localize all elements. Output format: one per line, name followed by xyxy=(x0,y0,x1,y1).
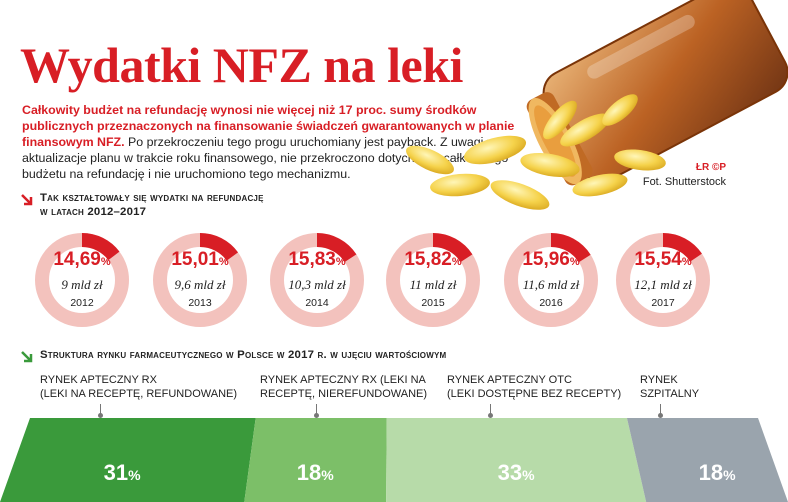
donut-slice xyxy=(316,233,357,263)
donut-percent: 15,01% xyxy=(171,249,229,270)
donut-percent: 15,82% xyxy=(404,249,462,270)
market-label-rx-nonrefunded: RYNEK APTECZNY RX (LEKI NA RECEPTĘ, NIER… xyxy=(260,373,427,401)
donut-percent: 15,83% xyxy=(288,249,346,270)
donut-year: 2016 xyxy=(539,297,563,309)
donut-label: 15,54% 12,1 mld zł 2017 xyxy=(613,250,713,309)
donut-amount: 11 mld zł xyxy=(409,277,457,292)
market-bar-svg xyxy=(0,418,788,502)
donut-amount: 9 mld zł xyxy=(61,277,103,292)
market-label-line2: RECEPTĘ, NIEREFUNDOWANE) xyxy=(260,388,428,400)
label-pointer xyxy=(488,404,493,418)
market-label-line1: RYNEK APTECZNY RX (LEKI NA xyxy=(260,374,426,386)
market-label-hospital: RYNEK SZPITALNY xyxy=(640,373,699,401)
donut-percent: 15,96% xyxy=(522,249,580,270)
donut-year: 2017 xyxy=(651,297,675,309)
arrow-down-right-icon xyxy=(21,351,33,363)
donut-label: 15,96% 11,6 mld zł 2016 xyxy=(501,250,601,309)
donut-label: 14,69% 9 mld zł 2012 xyxy=(32,250,132,309)
page-title: Wydatki NFZ na leki xyxy=(20,37,463,93)
label-pointer xyxy=(314,404,319,418)
market-bar-segment xyxy=(0,418,256,502)
donut-rings xyxy=(35,233,710,327)
donut-label: 15,83% 10,3 mld zł 2014 xyxy=(267,250,367,309)
market-label-line2: (LEKI DOSTĘPNE BEZ RECEPTY) xyxy=(447,388,622,400)
refund-donut-chart: 14,69% 9 mld zł 2012 15,01% 9,6 mld zł 2013 15… xyxy=(0,222,788,332)
donut-slice xyxy=(432,233,473,263)
donut-year: 2013 xyxy=(188,297,212,309)
donut-year: 2014 xyxy=(305,297,329,309)
arrow-down-right-icon xyxy=(21,194,33,206)
market-label-line2: SZPITALNY xyxy=(640,388,700,400)
market-bar-value: 18% xyxy=(698,460,736,485)
market-label-otc: RYNEK APTECZNY OTC (LEKI DOSTĘPNE BEZ RE… xyxy=(447,373,621,401)
donut-year: 2015 xyxy=(421,297,445,309)
donut-amount: 9,6 mld zł xyxy=(174,277,226,292)
market-label-line2: (LEKI NA RECEPTĘ, REFUNDOWANE) xyxy=(40,388,238,400)
pill-bottle-illustration xyxy=(406,0,788,210)
market-label-line1: RYNEK xyxy=(640,374,678,386)
lead-paragraph: Całkowity budżet na refundację wynosi ni… xyxy=(22,102,542,182)
market-label-line1: RYNEK APTECZNY RX xyxy=(40,374,157,386)
donut-label: 15,82% 11 mld zł 2015 xyxy=(383,250,483,309)
lead-rest: Po przekroczeniu tego progu uruchomiany … xyxy=(22,135,509,181)
market-bar-segment xyxy=(386,418,647,502)
donut-slice xyxy=(199,233,239,261)
donut-amount: 12,1 mld zł xyxy=(634,277,692,292)
market-label-line1: RYNEK APTECZNY OTC xyxy=(447,374,572,386)
donut-year: 2012 xyxy=(70,297,94,309)
market-bar-value: 31% xyxy=(103,460,141,485)
market-label-rx-refunded: RYNEK APTECZNY RX (LEKI NA RECEPTĘ, REFU… xyxy=(40,373,237,401)
donut-amount: 10,3 mld zł xyxy=(288,277,346,292)
section-refund-title-line2: w latach 2012–2017 xyxy=(40,206,147,218)
donut-amount: 11,6 mld zł xyxy=(522,277,580,292)
market-bar-value: 18% xyxy=(296,460,334,485)
copyright-mark: ŁR ©P xyxy=(695,162,726,173)
donut-slice xyxy=(550,233,591,263)
donut-slice xyxy=(81,233,120,261)
label-pointer xyxy=(658,404,663,418)
donut-label: 15,01% 9,6 mld zł 2013 xyxy=(150,250,250,309)
market-bar-value: 33% xyxy=(497,460,535,485)
photo-credit: Fot. Shutterstock xyxy=(642,176,726,188)
market-bar-segment xyxy=(244,418,387,502)
label-pointer xyxy=(98,404,103,418)
section-refund-title-line1: Tak kształtowały się wydatki na refundac… xyxy=(40,192,264,204)
donut-slice xyxy=(662,233,702,262)
donut-percent: 14,69% xyxy=(53,249,111,270)
lead-bold: Całkowity budżet na refundację wynosi ni… xyxy=(22,103,515,149)
market-structure-bar: 31% 18% 33% 18% xyxy=(0,410,788,502)
market-bar-segment xyxy=(626,418,788,502)
section-market-title: Struktura rynku farmaceutycznego w Polsc… xyxy=(40,349,447,361)
donut-percent: 15,54% xyxy=(634,249,692,270)
